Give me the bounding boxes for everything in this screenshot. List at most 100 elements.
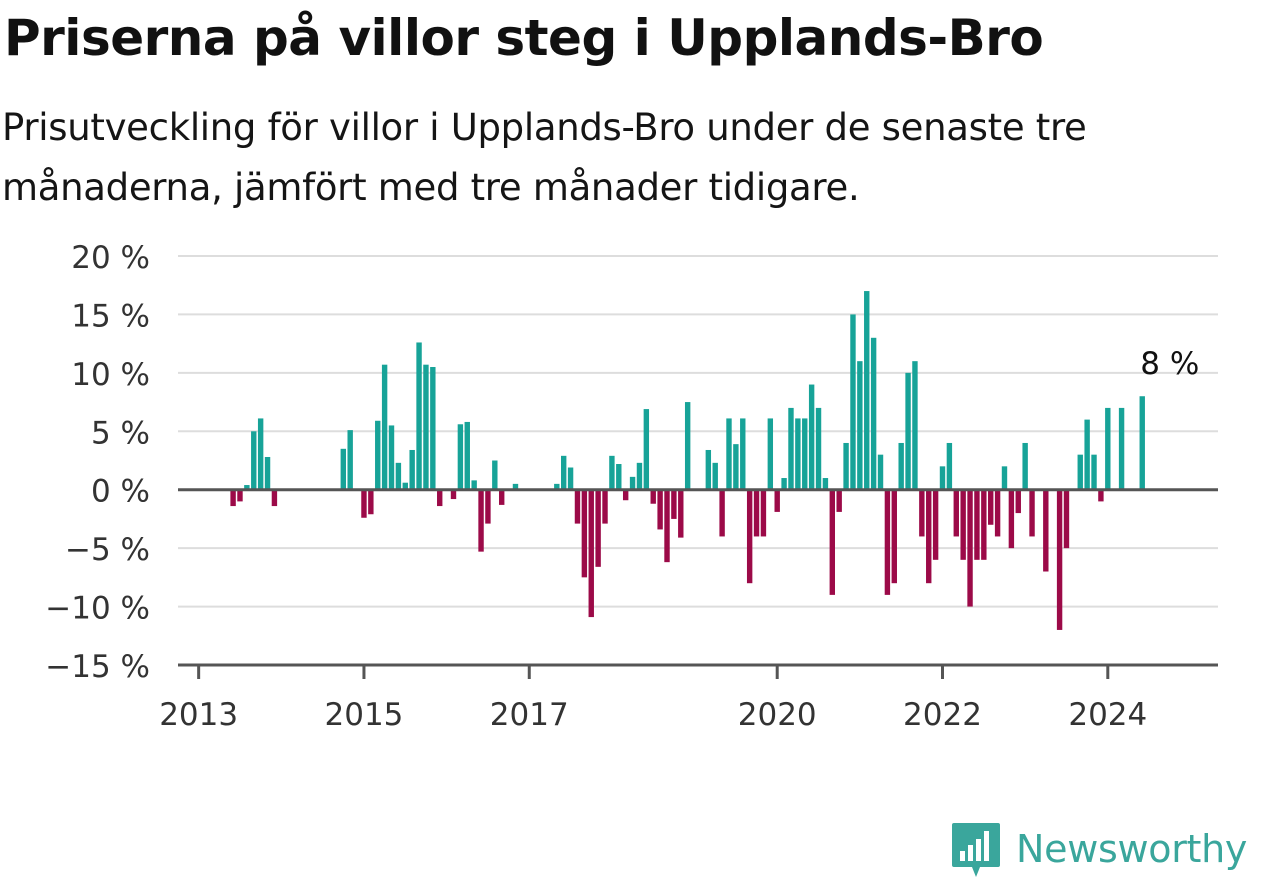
bar	[416, 342, 422, 490]
bar	[857, 361, 863, 490]
y-tick-label: −10 %	[45, 591, 150, 627]
axes	[178, 488, 1218, 679]
bar	[1015, 489, 1021, 514]
x-tick-label: 2020	[738, 697, 817, 733]
bar	[581, 489, 588, 578]
bar	[684, 402, 691, 490]
bar	[574, 489, 581, 524]
bar	[230, 489, 236, 507]
bar	[257, 418, 264, 490]
y-tick-label: 10 %	[71, 357, 150, 393]
bar	[939, 466, 946, 490]
bar	[994, 489, 1001, 537]
y-tick-label: 15 %	[71, 298, 150, 334]
bar	[712, 462, 718, 490]
chart-plot: 20 %15 %10 %5 %0 %−5 %−10 %−15 % 2013 201…	[45, 240, 1218, 733]
bar	[271, 489, 278, 507]
bar	[388, 425, 395, 490]
bar	[1098, 489, 1104, 502]
bar	[774, 489, 780, 512]
bar	[760, 489, 767, 537]
bar	[864, 291, 870, 490]
bar	[437, 489, 443, 507]
bar	[1022, 442, 1028, 490]
bar	[657, 489, 663, 530]
y-tick-label: −15 %	[45, 649, 150, 685]
bar	[733, 444, 739, 490]
bar	[753, 489, 760, 537]
bar	[808, 384, 815, 490]
x-tick-label: 2022	[903, 697, 982, 733]
bar	[788, 407, 794, 490]
bar	[237, 489, 243, 502]
bar	[671, 489, 677, 519]
bar	[650, 489, 656, 504]
bar	[430, 367, 436, 490]
bar	[836, 489, 842, 512]
latest-value-label: 8 %	[1140, 346, 1199, 382]
bar	[1118, 407, 1125, 490]
bar	[912, 361, 918, 490]
bar	[1105, 407, 1111, 490]
bar	[554, 483, 560, 490]
bar	[974, 489, 980, 560]
bar	[492, 460, 498, 490]
bar	[946, 442, 953, 490]
bar	[726, 418, 732, 490]
bar	[926, 489, 932, 584]
bar	[905, 372, 911, 490]
bar	[616, 464, 622, 490]
bar	[499, 489, 505, 505]
bar	[1084, 419, 1090, 490]
bar	[395, 462, 402, 490]
y-tick-label: −5 %	[65, 532, 150, 568]
annotations: 8 %	[1140, 346, 1199, 382]
bar	[368, 489, 374, 515]
bar	[1056, 489, 1063, 630]
x-tick-label: 2024	[1068, 697, 1147, 733]
bar	[602, 489, 608, 524]
bar	[423, 364, 429, 490]
bar	[898, 442, 904, 490]
brand-name: Newsworthy	[1016, 827, 1248, 871]
bar	[375, 420, 381, 490]
bar	[1043, 489, 1049, 572]
chart-subtitle: Prisutveckling för villor i Upplands-Bro…	[2, 106, 1087, 209]
bar	[884, 489, 891, 595]
bar	[719, 489, 725, 537]
bar	[891, 489, 897, 584]
bar	[822, 478, 829, 490]
bar	[244, 485, 250, 490]
bar	[746, 489, 753, 584]
bar	[988, 489, 994, 525]
bar	[512, 483, 519, 490]
bar	[967, 489, 973, 607]
bar	[340, 448, 346, 490]
bar	[960, 489, 966, 560]
bar	[567, 467, 574, 490]
bar	[636, 462, 643, 490]
y-tick-label: 0 %	[91, 474, 150, 510]
bar	[609, 455, 615, 490]
bar	[1091, 454, 1097, 490]
bar	[877, 454, 884, 490]
bar	[485, 489, 491, 524]
bar	[409, 449, 415, 490]
bar	[802, 418, 808, 490]
bar	[251, 431, 257, 490]
newsworthy-logo-icon	[950, 821, 1002, 877]
bar	[381, 364, 388, 490]
bar	[595, 489, 601, 567]
chart-title: Priserna på villor steg i Upplands-Bro	[4, 9, 1044, 67]
bar	[829, 489, 835, 595]
bar	[588, 489, 594, 618]
bar	[815, 407, 822, 490]
bar	[795, 418, 801, 490]
bar	[622, 489, 629, 501]
bar	[561, 455, 567, 490]
bar	[1063, 489, 1070, 549]
bar	[471, 480, 477, 490]
x-tick-label: 2015	[325, 697, 404, 733]
y-tick-label: 5 %	[91, 415, 150, 451]
x-tick-label: 2013	[159, 697, 238, 733]
